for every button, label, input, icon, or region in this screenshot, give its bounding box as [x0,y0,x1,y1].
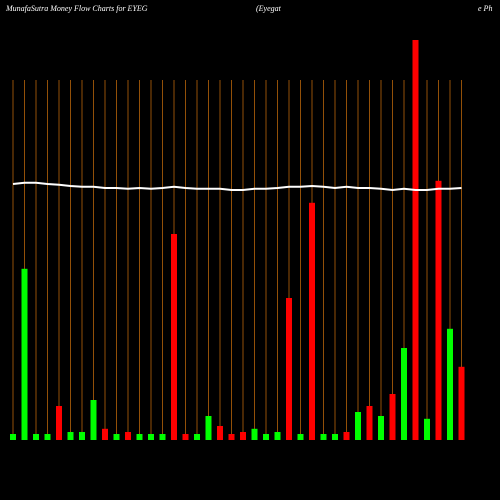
bar [205,416,212,440]
bar [33,434,39,440]
bar [297,434,304,440]
bar [136,434,143,440]
bar [412,40,419,440]
bar [228,434,235,440]
bar [366,406,373,440]
bar [424,418,430,440]
bar [56,406,62,440]
bar [447,328,453,440]
bar [90,400,97,440]
bar [79,432,85,440]
bar [343,432,350,440]
chart-subtitle-tail: e Ph [478,4,492,13]
bar [113,434,120,440]
bar [274,432,281,440]
bar [309,202,315,440]
bar [217,426,223,440]
bar [251,428,258,440]
bar [102,428,108,440]
bar [194,434,200,440]
bar [148,434,154,440]
bar [21,268,28,440]
money-flow-line [12,181,462,192]
bar [389,394,396,440]
bar [240,432,246,440]
bar [355,412,361,440]
bar [332,434,338,440]
bar [10,434,16,440]
bar [320,434,327,440]
bar [378,416,384,440]
bar [125,432,131,440]
bar [171,234,177,440]
bar [401,348,407,440]
bar [159,434,166,440]
chart-subtitle: (Eyegat [256,4,282,13]
bar [182,434,189,440]
bar [263,434,269,440]
bar [44,434,51,440]
bar [286,298,292,440]
chart-title: MunafaSutra Money Flow Charts for EYEG [5,4,148,13]
bar [67,432,74,440]
bar [435,180,442,441]
bar [458,366,465,440]
